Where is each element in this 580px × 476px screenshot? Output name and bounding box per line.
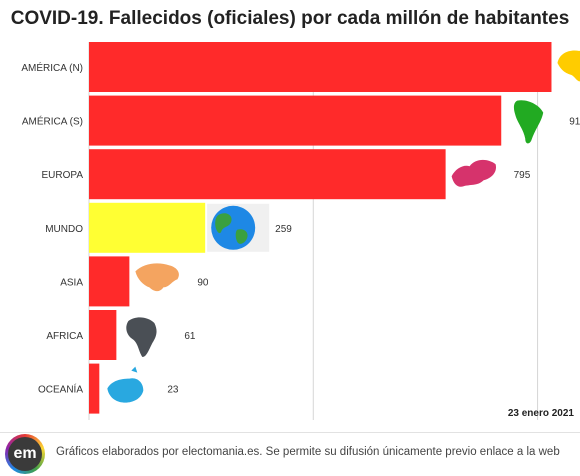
value-label: 61 xyxy=(184,331,196,342)
category-label: ASIA xyxy=(60,277,83,288)
bar-chart: AMÉRICA (N)1031 AMÉRICA (S) 919 EUROPA 795 MU… xyxy=(21,42,580,420)
north-america-icon xyxy=(557,50,580,82)
bar xyxy=(89,149,446,200)
category-label: EUROPA xyxy=(42,170,84,181)
africa-icon xyxy=(126,317,157,357)
europe-icon xyxy=(451,159,497,187)
category-label: OCEANÍA xyxy=(38,383,83,396)
asia-icon xyxy=(135,263,179,292)
chart-title: COVID-19. Fallecidos (oficiales) por cad… xyxy=(10,8,570,29)
europe-icon-shape xyxy=(451,159,497,187)
africa-icon-shape xyxy=(126,317,157,357)
category-label: AMÉRICA (S) xyxy=(22,115,83,128)
south-america-icon xyxy=(513,100,544,144)
category-label: MUNDO xyxy=(45,224,83,235)
oceania-icon-shape xyxy=(107,366,144,403)
date-label: 23 enero 2021 xyxy=(507,408,574,419)
bar-row-3: MUNDO 259 xyxy=(45,202,292,253)
bar-row-1: AMÉRICA (S) 919 xyxy=(22,95,580,146)
value-label: 90 xyxy=(197,277,209,288)
value-label: 23 xyxy=(167,385,179,396)
credit-text: Gráficos elaborados por electomania.es. … xyxy=(56,446,560,458)
value-label: 259 xyxy=(275,224,292,235)
category-label: AFRICA xyxy=(46,331,83,342)
category-label: AMÉRICA (N) xyxy=(21,61,83,74)
bar xyxy=(89,310,117,360)
value-label: 919 xyxy=(569,117,580,128)
bar xyxy=(89,95,502,146)
electomania-logo: em xyxy=(8,437,42,471)
bar-row-4: ASIA 90 xyxy=(60,256,209,307)
bar-row-6: OCEANÍA 23 xyxy=(38,363,179,414)
bar-row-2: EUROPA 795 xyxy=(42,149,531,200)
bar xyxy=(89,363,100,414)
oceania-icon xyxy=(107,366,144,403)
bar xyxy=(89,256,130,307)
bars: AMÉRICA (N)1031 AMÉRICA (S) 919 EUROPA 795 MU… xyxy=(21,42,580,414)
north-america-icon-shape xyxy=(557,50,580,82)
south-america-icon-shape xyxy=(513,100,544,144)
bar xyxy=(89,42,552,92)
footer: em Gráficos elaborados por electomania.e… xyxy=(0,432,580,476)
asia-icon-shape xyxy=(135,263,179,292)
globe-land xyxy=(215,213,248,244)
bar xyxy=(89,202,206,253)
bar-row-5: AFRICA 61 xyxy=(46,310,196,360)
globe-icon xyxy=(207,203,270,252)
bar-row-0: AMÉRICA (N)1031 xyxy=(21,42,580,92)
value-label: 795 xyxy=(514,170,531,181)
